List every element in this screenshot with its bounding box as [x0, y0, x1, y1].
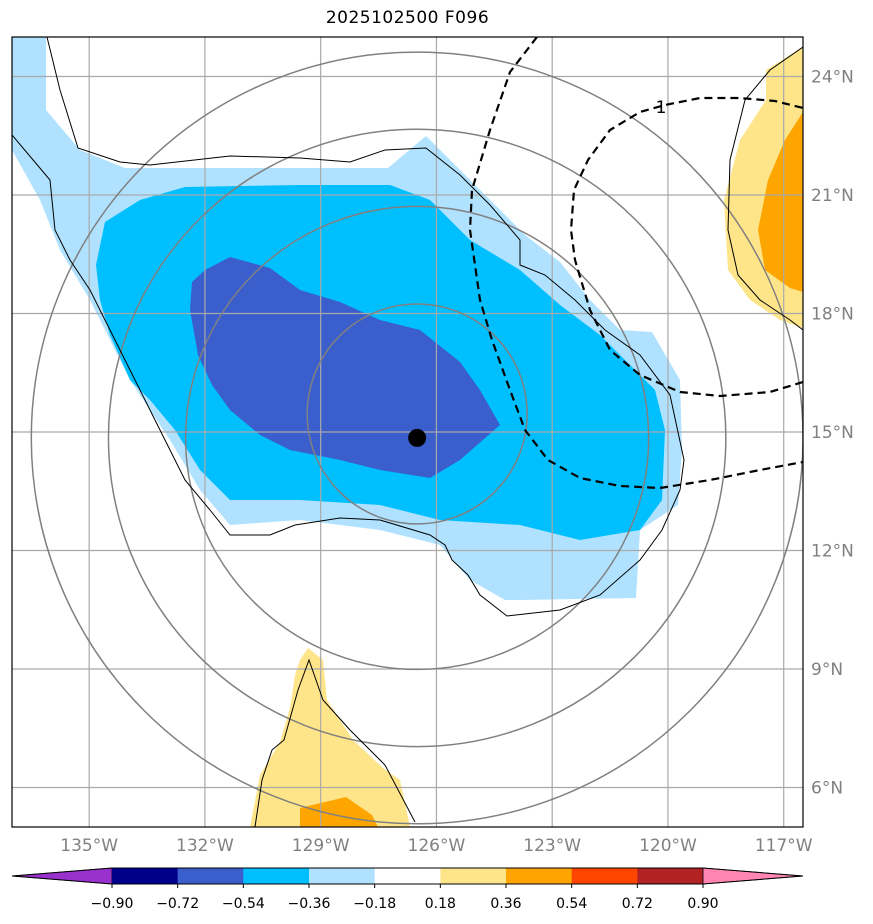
range-ring — [184, 205, 650, 671]
colorbar-label: −0.90 — [91, 896, 134, 912]
latitude-label: 15°N — [811, 423, 854, 443]
range-ring — [107, 128, 727, 748]
colorbar-segment — [506, 868, 573, 884]
longitude-label: 132°W — [176, 836, 234, 856]
colorbar-segment — [177, 868, 244, 884]
dashed-contour — [468, 37, 803, 490]
colorbar-segment — [243, 868, 310, 884]
latitude-label: 18°N — [811, 305, 854, 325]
range-rings — [30, 51, 803, 825]
colorbar-segment — [309, 868, 376, 884]
latitude-label: 21°N — [811, 186, 854, 206]
longitude-label: 135°W — [60, 836, 118, 856]
chart-title: 2025102500 F096 — [325, 8, 490, 28]
latitude-label: 6°N — [811, 779, 843, 799]
colorbar-labels: −0.90 −0.72 −0.54 −0.36 −0.18 0.18 0.36 0.54 0.7… — [91, 896, 719, 912]
colorbar — [11, 867, 804, 888]
colorbar-segment — [440, 868, 507, 884]
anomaly-fill-orange-east — [758, 112, 803, 292]
longitude-label: 117°W — [755, 836, 813, 856]
longitude-label: 129°W — [292, 836, 350, 856]
colorbar-segment — [112, 868, 179, 884]
anomaly-fill-royal-blue — [190, 257, 500, 478]
colorbar-label: −0.54 — [222, 896, 265, 912]
longitude-label: 120°W — [639, 836, 697, 856]
colorbar-segment — [637, 868, 704, 884]
storm-center-marker — [408, 428, 427, 447]
track-probability-outline — [12, 37, 803, 827]
longitude-label: 126°W — [408, 836, 466, 856]
colorbar-extend-low — [11, 867, 113, 885]
colorbar-extend-high — [702, 867, 804, 885]
latitude-label: 9°N — [811, 660, 843, 680]
latitude-label: 12°N — [811, 542, 854, 562]
range-ring — [306, 303, 528, 525]
latitude-label: 24°N — [811, 68, 854, 88]
longitude-label: 123°W — [523, 836, 581, 856]
colorbar-label: −0.18 — [353, 896, 396, 912]
colorbar-label: 0.90 — [687, 896, 718, 912]
colorbar-label: 0.36 — [490, 896, 521, 912]
colorbar-label: −0.36 — [288, 896, 331, 912]
anomaly-fill-yellow-south — [250, 648, 410, 827]
colorbar-label: 0.54 — [556, 896, 587, 912]
longitude-labels: 135°W 132°W 129°W 126°W 123°W 120°W 117°W — [60, 836, 812, 856]
graticule — [12, 37, 803, 827]
colorbar-segment — [374, 868, 441, 884]
range-ring — [30, 51, 803, 825]
colorbar-segment — [571, 868, 638, 884]
map-frame — [11, 36, 804, 828]
latitude-labels: 24°N 21°N 18°N 15°N 12°N 9°N 6°N — [811, 68, 854, 799]
colorbar-label: 0.72 — [622, 896, 653, 912]
contour-label: 1 — [656, 98, 667, 118]
map-panel — [12, 37, 803, 827]
colorbar-label: 0.18 — [425, 896, 456, 912]
colorbar-label: −0.72 — [156, 896, 199, 912]
